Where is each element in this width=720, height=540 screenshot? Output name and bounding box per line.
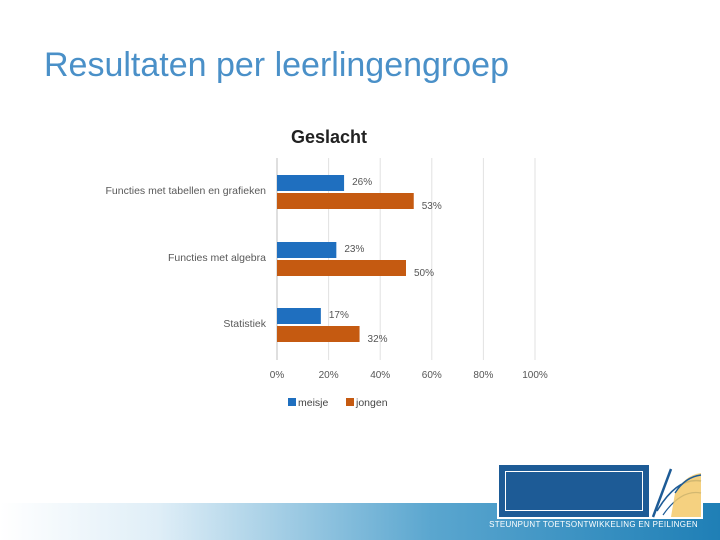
logo-text: KU LEUVEN bbox=[21, 479, 138, 502]
legend-swatch-jongen bbox=[346, 398, 354, 406]
bar-meisje bbox=[277, 242, 337, 258]
x-tick-label: 0% bbox=[270, 370, 285, 381]
bar-jongen bbox=[277, 260, 406, 276]
x-tick-label: 80% bbox=[473, 370, 493, 381]
category-label: Functies met tabellen en grafieken bbox=[105, 185, 266, 197]
legend-label-meisje: meisje bbox=[298, 397, 329, 409]
chart-title: Geslacht bbox=[291, 127, 367, 147]
data-label-meisje: 17% bbox=[329, 310, 349, 321]
logo-frame bbox=[505, 471, 643, 511]
data-label-jongen: 32% bbox=[368, 334, 388, 345]
data-label-jongen: 53% bbox=[422, 201, 442, 212]
x-tick-label: 60% bbox=[422, 370, 442, 381]
slide-title: Resultaten per leerlingengroep bbox=[44, 46, 509, 84]
x-tick-label: 20% bbox=[319, 370, 339, 381]
ku-leuven-logo bbox=[497, 463, 651, 519]
data-label-meisje: 23% bbox=[344, 244, 364, 255]
university-emblem-icon bbox=[651, 463, 703, 519]
legend-label-jongen: jongen bbox=[355, 397, 388, 409]
x-tick-label: 40% bbox=[370, 370, 390, 381]
data-label-jongen: 50% bbox=[414, 268, 434, 279]
x-tick-label: 100% bbox=[522, 370, 548, 381]
category-label: Functies met algebra bbox=[168, 252, 266, 264]
data-label-meisje: 26% bbox=[352, 177, 372, 188]
gender-bar-chart: Geslacht 0% 20% 40% 60% 80% 100% Functies met t… bbox=[105, 127, 548, 409]
bar-jongen bbox=[277, 326, 360, 342]
bar-meisje bbox=[277, 308, 321, 324]
legend-swatch-meisje bbox=[288, 398, 296, 406]
bar-jongen bbox=[277, 193, 414, 209]
footer-text: STEUNPUNT TOETSONTWIKKELING EN PEILINGEN bbox=[489, 520, 698, 529]
category-label: Statistiek bbox=[223, 318, 266, 330]
bar-meisje bbox=[277, 175, 345, 191]
